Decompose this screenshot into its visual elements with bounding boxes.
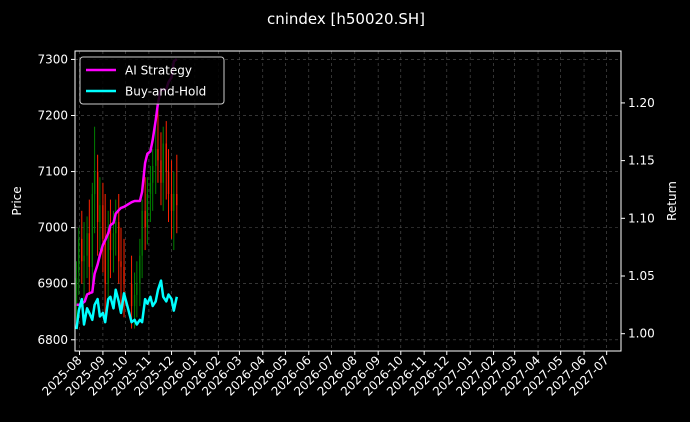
candle <box>149 165 152 223</box>
candle-body <box>123 266 125 284</box>
candle-body <box>155 149 157 166</box>
y-left-tick-label: 6900 <box>37 277 68 291</box>
candle <box>167 149 170 223</box>
y-left-tick-label: 6800 <box>37 333 68 347</box>
legend-label-ai-strategy: AI Strategy <box>125 64 192 78</box>
candle-body <box>81 238 83 262</box>
legend-label-buy-and-hold: Buy-and-Hold <box>125 85 206 99</box>
y-axis-left-title: Price <box>10 186 24 215</box>
candle <box>165 121 167 200</box>
candle-body <box>86 233 88 256</box>
candle-body <box>112 233 115 251</box>
candle-body <box>162 143 164 183</box>
candle-body <box>173 193 175 211</box>
candle <box>162 126 164 211</box>
candle <box>141 199 143 279</box>
candle <box>115 199 117 256</box>
candle-body <box>75 278 78 307</box>
candle-body <box>133 294 136 307</box>
y-left-tick-label: 7100 <box>37 165 68 179</box>
candle-body <box>139 255 141 284</box>
candle-body <box>102 205 104 239</box>
y-axis-left: 6800 6900 7000 7100 7200 7300 <box>37 52 75 347</box>
candle <box>139 238 141 307</box>
candle <box>83 222 85 301</box>
candle-body <box>120 261 122 267</box>
candle-body <box>176 193 178 206</box>
candle <box>99 177 101 251</box>
y-right-tick-label: 1.05 <box>628 269 655 283</box>
legend: AI Strategy Buy-and-Hold <box>79 56 225 105</box>
y-right-tick-label: 1.15 <box>628 154 655 168</box>
candle-body <box>109 227 112 251</box>
candle <box>123 238 125 318</box>
y-axis-right: 1.00 1.05 1.10 1.15 1.20 <box>621 96 655 341</box>
candle <box>151 149 154 211</box>
candle-body <box>144 210 146 228</box>
candle-body <box>104 238 106 284</box>
candle <box>160 132 162 206</box>
plot-frame <box>74 50 622 352</box>
candle-body <box>165 143 167 172</box>
candle <box>91 182 94 290</box>
candle <box>104 193 106 323</box>
candle <box>93 126 96 234</box>
candle-body <box>149 182 152 194</box>
candle <box>96 154 99 256</box>
candle <box>144 177 146 251</box>
candle-body <box>83 255 85 262</box>
candle-body <box>93 171 96 194</box>
candle <box>86 216 88 279</box>
candle-body <box>91 193 94 267</box>
candle-body <box>167 171 170 194</box>
candle-body <box>130 283 133 307</box>
candle-body <box>99 205 101 223</box>
y-left-tick-label: 7200 <box>37 108 68 122</box>
y-left-tick-label: 7300 <box>37 52 68 66</box>
candle <box>88 199 91 295</box>
candle-body <box>78 238 80 273</box>
candle <box>78 227 80 295</box>
candle <box>75 261 78 323</box>
candle-body <box>146 193 149 228</box>
candle <box>120 227 122 307</box>
candle <box>102 182 104 273</box>
candle <box>146 177 149 245</box>
x-axis: 2025-082025-092025-102025-112025-122026-… <box>39 351 612 399</box>
candle <box>81 210 83 284</box>
candle-body <box>157 149 159 161</box>
candle-body <box>107 227 109 284</box>
y-right-tick-label: 1.10 <box>628 211 655 225</box>
candle-body <box>115 222 117 234</box>
candle <box>107 210 109 307</box>
candle-body <box>88 233 91 267</box>
candle-body <box>141 210 143 256</box>
candle-body <box>160 160 162 183</box>
candle <box>176 154 178 234</box>
candle <box>170 160 173 239</box>
candle <box>155 121 157 194</box>
candle <box>130 255 133 329</box>
candle <box>173 171 175 251</box>
candle <box>118 193 120 284</box>
candle-body <box>151 165 154 183</box>
y-right-tick-label: 1.20 <box>628 96 655 110</box>
y-right-tick-label: 1.00 <box>628 327 655 341</box>
y-axis-right-title: Return <box>665 181 679 221</box>
candle-body <box>118 222 120 262</box>
y-left-tick-label: 7000 <box>37 221 68 235</box>
candle-body <box>136 283 138 295</box>
chart-title: cnindex [h50020.SH] <box>267 10 425 28</box>
candle <box>136 261 138 318</box>
candle-body <box>170 193 173 211</box>
series-line-buy-and-hold <box>75 279 179 330</box>
candle <box>109 199 112 279</box>
candle-body <box>96 171 99 223</box>
